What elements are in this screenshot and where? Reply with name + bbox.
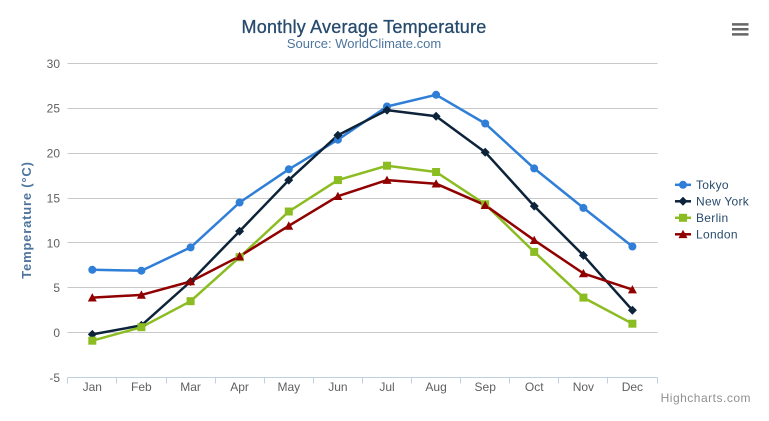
svg-text:10: 10 [47,236,61,250]
svg-text:Jan: Jan [83,380,102,394]
svg-text:Highcharts.com: Highcharts.com [661,391,751,405]
svg-text:Feb: Feb [131,380,152,394]
svg-text:London: London [696,228,738,242]
svg-text:Mar: Mar [180,380,201,394]
svg-text:Apr: Apr [230,380,249,394]
svg-text:20: 20 [47,147,61,161]
svg-text:Tokyo: Tokyo [696,178,729,192]
svg-text:15: 15 [47,191,61,205]
svg-text:Jun: Jun [328,380,347,394]
svg-text:New York: New York [696,195,750,209]
svg-text:Nov: Nov [573,380,594,394]
svg-text:May: May [277,380,300,394]
svg-text:30: 30 [47,57,61,71]
svg-text:Oct: Oct [525,380,544,394]
svg-text:Dec: Dec [622,380,643,394]
svg-text:5: 5 [53,281,60,295]
svg-text:25: 25 [47,102,61,116]
svg-text:Temperature (°C): Temperature (°C) [19,161,34,278]
svg-text:-5: -5 [49,371,60,385]
svg-text:Sep: Sep [475,380,497,394]
svg-text:0: 0 [53,326,60,340]
svg-text:Aug: Aug [425,380,446,394]
svg-text:Berlin: Berlin [696,211,728,225]
svg-text:Source: WorldClimate.com: Source: WorldClimate.com [287,36,441,51]
svg-text:Jul: Jul [379,380,394,394]
svg-text:Monthly Average Temperature: Monthly Average Temperature [242,17,487,37]
